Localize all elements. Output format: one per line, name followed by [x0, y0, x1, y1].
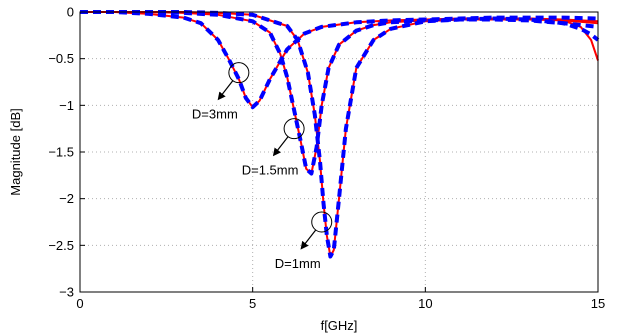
y-axis-label: Magnitude [dB] [8, 108, 23, 195]
annotation-ellipse [311, 211, 333, 233]
annotation-arrow [217, 80, 234, 101]
x-axis-label: f[GHz] [321, 318, 358, 333]
grid-lines [79, 11, 599, 293]
x-tick-label: 0 [76, 296, 83, 311]
annotation-arrow [272, 136, 289, 157]
y-tick-label: −1.5 [48, 145, 74, 160]
y-tick-label: 0 [67, 5, 74, 20]
annotation-ellipse [283, 118, 305, 140]
x-tick-labels: 0 5 10 15 [76, 296, 605, 311]
y-tick-label: −3 [59, 285, 74, 300]
annotation-label: D=1.5mm [242, 163, 299, 178]
x-tick-label: 15 [591, 296, 605, 311]
annotation-label: D=3mm [192, 107, 238, 122]
y-tick-label: −1 [59, 98, 74, 113]
y-tick-label: −2 [59, 191, 74, 206]
dashed-series-line [80, 10, 600, 259]
dashed-series-line [80, 10, 599, 176]
x-tick-label: 10 [418, 296, 432, 311]
annotations-group: D=3mm D=1.5mm D=1mm [192, 62, 333, 271]
solid-series-line [80, 11, 599, 175]
dashed-series-line [80, 10, 599, 110]
x-tick-label: 5 [249, 296, 256, 311]
plot-frame [79, 11, 599, 293]
annotation-ellipse [228, 62, 250, 84]
y-tick-labels: 0 −0.5 −1 −1.5 −2 −2.5 −3 [48, 5, 74, 300]
series-group [80, 10, 600, 259]
annotation-label: D=1mm [275, 256, 321, 271]
annotation-arrow [300, 229, 317, 250]
y-tick-label: −0.5 [48, 51, 74, 66]
y-tick-label: −2.5 [48, 238, 74, 253]
solid-series-line [80, 11, 599, 109]
